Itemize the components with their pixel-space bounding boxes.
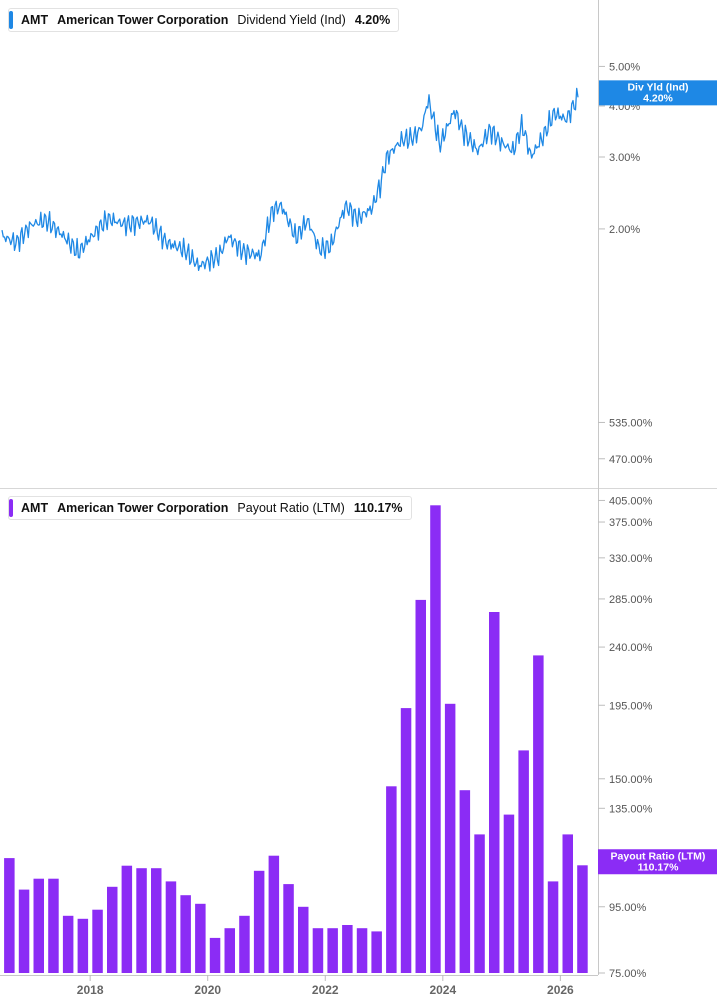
payout-ratio-value-tag: Payout Ratio (LTM)110.17% bbox=[598, 849, 717, 875]
bottom-legend-value: 110.17% bbox=[353, 501, 403, 515]
bottom-y-tick-label: 535.00% bbox=[609, 417, 653, 429]
bottom-y-tick-label: 135.00% bbox=[609, 803, 653, 815]
bottom-panel: 75.00% 95.00% 135.00% 150.00% 195.00% 240.00%… bbox=[0, 417, 717, 997]
payout-ratio-bar bbox=[253, 870, 265, 973]
payout-ratio-bar bbox=[165, 881, 177, 973]
top-legend-swatch bbox=[9, 11, 13, 29]
top-legend-ticker: AMT bbox=[21, 13, 49, 27]
top-legend-company: American Tower Corporation bbox=[57, 13, 229, 27]
dividend-yield-line bbox=[1, 87, 579, 272]
payout-ratio-bar bbox=[562, 834, 573, 973]
payout-ratio-bar bbox=[33, 878, 44, 973]
div-yld-tag-value: 4.20% bbox=[643, 92, 673, 104]
payout-ratio-bar bbox=[547, 881, 559, 973]
payout-ratio-bar bbox=[121, 865, 133, 973]
bottom-y-tick-label: 470.00% bbox=[609, 454, 653, 466]
div-yld-tag-label: Div Yld (Ind) bbox=[627, 81, 688, 93]
top-y-axis: 2.00%3.00%4.00%5.00% bbox=[598, 61, 640, 236]
payout-ratio-bar bbox=[62, 915, 74, 973]
payout-ratio-bar bbox=[107, 886, 118, 973]
bottom-y-tick-label: 95.00% bbox=[609, 902, 647, 914]
payout-ratio-bar bbox=[489, 612, 500, 973]
payout-ratio-bar bbox=[136, 868, 147, 973]
payout-ratio-bar bbox=[312, 928, 324, 973]
x-axis: 2018 2020 2022 2024 2026 bbox=[0, 975, 598, 997]
bottom-legend-metric: Payout Ratio (LTM) bbox=[237, 501, 345, 515]
x-tick-label: 2020 bbox=[194, 983, 221, 997]
payout-ratio-tag-box bbox=[598, 849, 717, 875]
payout-ratio-bar bbox=[474, 834, 485, 973]
top-panel: 2.00%3.00%4.00%5.00% Div Yld (Ind)4.20% bbox=[1, 61, 717, 272]
payout-ratio-bar bbox=[283, 884, 294, 973]
bottom-y-tick-label: 330.00% bbox=[609, 553, 653, 565]
bottom-legend-ticker: AMT bbox=[21, 501, 49, 515]
bottom-legend: AMT American Tower Corporation Payout Ra… bbox=[8, 496, 412, 520]
payout-ratio-bar bbox=[371, 931, 382, 973]
payout-ratio-bar bbox=[195, 903, 206, 973]
bottom-legend-company: American Tower Corporation bbox=[57, 501, 229, 515]
payout-ratio-bar bbox=[92, 909, 103, 973]
top-y-tick-label: 3.00% bbox=[609, 152, 640, 164]
payout-ratio-bar bbox=[180, 895, 191, 973]
payout-ratio-bar bbox=[444, 703, 456, 973]
payout-ratio-bar bbox=[48, 878, 59, 973]
payout-ratio-bar bbox=[518, 750, 529, 973]
payout-ratio-bar bbox=[4, 858, 15, 973]
payout-ratio-bar bbox=[151, 868, 162, 973]
payout-ratio-bar bbox=[268, 855, 280, 973]
top-y-tick-label: 2.00% bbox=[609, 224, 640, 236]
bottom-y-tick-label: 240.00% bbox=[609, 642, 653, 654]
x-tick-label: 2026 bbox=[547, 983, 574, 997]
bottom-y-axis: 75.00% 95.00% 135.00% 150.00% 195.00% 240.00%… bbox=[598, 417, 653, 980]
top-y-tick-label: 5.00% bbox=[609, 61, 640, 73]
payout-ratio-bar bbox=[577, 865, 588, 973]
payout-ratio-bar bbox=[503, 814, 515, 973]
payout-ratio-bar bbox=[356, 928, 368, 973]
payout-ratio-bar bbox=[415, 599, 426, 973]
payout-ratio-bar bbox=[400, 708, 412, 973]
x-tick-label: 2022 bbox=[312, 983, 339, 997]
top-legend: AMT American Tower Corporation Dividend … bbox=[8, 8, 400, 32]
payout-ratio-bar bbox=[224, 928, 235, 973]
payout-ratio-tag-label: Payout Ratio (LTM) bbox=[611, 850, 706, 862]
payout-ratio-bar bbox=[77, 918, 89, 973]
div-yld-tag-box bbox=[598, 80, 717, 106]
payout-ratio-bar bbox=[18, 889, 30, 973]
payout-ratio-bar bbox=[386, 786, 397, 973]
top-legend-metric: Dividend Yield (Ind) bbox=[237, 13, 346, 27]
payout-ratio-bar bbox=[239, 915, 250, 973]
payout-ratio-bar bbox=[430, 505, 441, 973]
bottom-y-tick-label: 75.00% bbox=[609, 968, 647, 980]
x-tick-label: 2018 bbox=[77, 983, 104, 997]
bottom-legend-swatch bbox=[9, 499, 13, 517]
bottom-y-tick-label: 150.00% bbox=[609, 774, 653, 786]
bottom-y-tick-label: 285.00% bbox=[609, 594, 653, 606]
payout-ratio-bar bbox=[209, 937, 221, 973]
payout-ratio-bar bbox=[533, 655, 544, 973]
payout-ratio-tag-value: 110.17% bbox=[638, 861, 680, 873]
top-legend-value: 4.20% bbox=[354, 13, 391, 27]
payout-ratio-bar bbox=[342, 925, 353, 973]
payout-ratio-bar bbox=[298, 906, 309, 973]
bottom-y-tick-label: 375.00% bbox=[609, 517, 653, 529]
x-tick-label: 2024 bbox=[429, 983, 456, 997]
payout-ratio-bars bbox=[4, 505, 588, 973]
payout-ratio-bar bbox=[459, 790, 471, 973]
payout-ratio-bar bbox=[327, 928, 338, 973]
div-yld-value-tag: Div Yld (Ind)4.20% bbox=[598, 80, 717, 106]
bottom-y-tick-label: 405.00% bbox=[609, 495, 653, 507]
bottom-y-tick-label: 195.00% bbox=[609, 700, 653, 712]
